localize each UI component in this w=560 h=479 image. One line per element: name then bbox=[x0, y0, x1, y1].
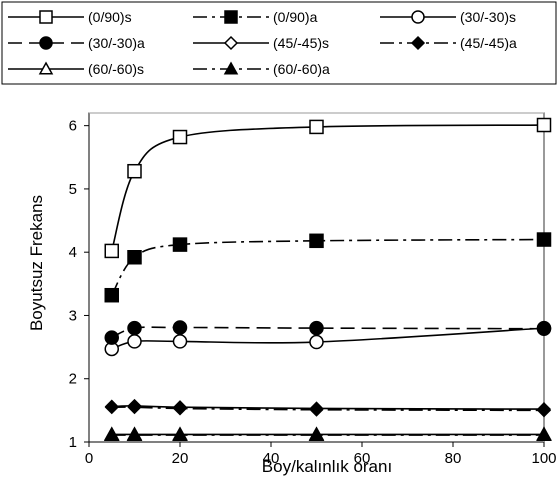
data-point bbox=[536, 232, 552, 247]
y-tick-label: 1 bbox=[69, 434, 77, 451]
series-30-30-a bbox=[104, 320, 552, 345]
series-60-60-s bbox=[103, 426, 552, 441]
legend: (0/90)s (0/90)a (30/-30)s (30/-30)a (45/-45)… bbox=[1, 1, 557, 85]
legend-box bbox=[1, 1, 557, 85]
series-45-45-s bbox=[104, 398, 552, 417]
data-point bbox=[172, 334, 188, 349]
legend-entry: (60/-60)s bbox=[8, 61, 144, 77]
data-point bbox=[127, 400, 142, 415]
data-point bbox=[536, 321, 552, 336]
data-point bbox=[104, 400, 119, 415]
x-tick-label: 60 bbox=[354, 450, 371, 467]
legend-entry: (30/-30)a bbox=[8, 35, 145, 51]
data-point bbox=[536, 117, 552, 133]
y-tick-label: 2 bbox=[69, 371, 77, 388]
x-tick-label: 20 bbox=[172, 450, 189, 467]
series-0-90-s bbox=[104, 117, 552, 259]
x-axis-title: Boy/kalınlık oranı bbox=[262, 457, 392, 476]
x-tick-label: 100 bbox=[531, 450, 556, 467]
data-point bbox=[127, 250, 142, 265]
y-tick-label: 4 bbox=[69, 244, 77, 261]
x-tick-label: 80 bbox=[445, 450, 462, 467]
data-point bbox=[172, 237, 188, 252]
data-point bbox=[127, 320, 142, 336]
data-point bbox=[127, 163, 142, 179]
data-point bbox=[126, 426, 143, 441]
data-point bbox=[309, 320, 324, 336]
data-point bbox=[103, 426, 120, 441]
data-point bbox=[172, 129, 188, 145]
data-point bbox=[536, 426, 552, 441]
legend-marker bbox=[224, 10, 238, 24]
series-30-30-s bbox=[104, 320, 552, 357]
legend-label: (60/-60)a bbox=[273, 61, 330, 77]
data-point bbox=[172, 426, 188, 441]
data-point bbox=[309, 402, 324, 417]
data-point bbox=[127, 334, 142, 349]
legend-marker bbox=[38, 61, 54, 75]
legend-entry: (45/-45)a bbox=[380, 35, 517, 51]
legend-label: (0/90)s bbox=[88, 9, 132, 25]
plot-area: 0 20 40 60 80 100 1 2 3 4 5 6 bbox=[69, 112, 557, 467]
data-point bbox=[308, 426, 325, 441]
legend-marker bbox=[411, 10, 425, 24]
legend-label: (30/-30)a bbox=[88, 35, 145, 51]
data-point bbox=[104, 287, 119, 303]
data-point bbox=[104, 330, 119, 345]
series-60-60-a bbox=[103, 426, 552, 441]
legend-label: (60/-60)s bbox=[88, 61, 144, 77]
data-point bbox=[172, 320, 188, 335]
data-point bbox=[309, 334, 324, 350]
series-45-45-a bbox=[104, 400, 552, 418]
y-tick-label: 3 bbox=[69, 307, 77, 324]
data-point bbox=[172, 401, 188, 416]
y-tick-label: 5 bbox=[69, 181, 77, 198]
x-tick-label: 40 bbox=[263, 450, 280, 467]
legend-marker bbox=[39, 36, 53, 50]
series-line bbox=[111, 238, 545, 296]
legend-marker bbox=[39, 10, 53, 24]
legend-entry: (30/-30)s bbox=[380, 9, 516, 25]
data-point bbox=[309, 119, 324, 135]
data-point bbox=[104, 243, 119, 259]
legend-marker bbox=[223, 35, 239, 51]
legend-label: (45/-45)s bbox=[273, 35, 329, 51]
legend-label: (30/-30)s bbox=[460, 9, 516, 25]
legend-entry: (45/-45)s bbox=[193, 35, 329, 51]
plot-frame bbox=[88, 112, 545, 443]
y-tick-label: 6 bbox=[69, 118, 77, 135]
y-axis-title: Boyutsuz Frekans bbox=[27, 195, 46, 331]
legend-label: (45/-45)a bbox=[460, 35, 517, 51]
legend-entry: (60/-60)a bbox=[193, 61, 330, 77]
legend-entry: (0/90)s bbox=[8, 9, 132, 25]
legend-entry: (0/90)a bbox=[193, 9, 318, 25]
legend-marker bbox=[410, 35, 426, 51]
data-point bbox=[309, 233, 324, 249]
data-point bbox=[536, 403, 552, 418]
series-line bbox=[110, 124, 545, 252]
legend-label: (0/90)a bbox=[273, 9, 318, 25]
series-0-90-a bbox=[104, 232, 552, 303]
x-tick-label: 0 bbox=[85, 450, 93, 467]
legend-marker bbox=[223, 61, 239, 75]
